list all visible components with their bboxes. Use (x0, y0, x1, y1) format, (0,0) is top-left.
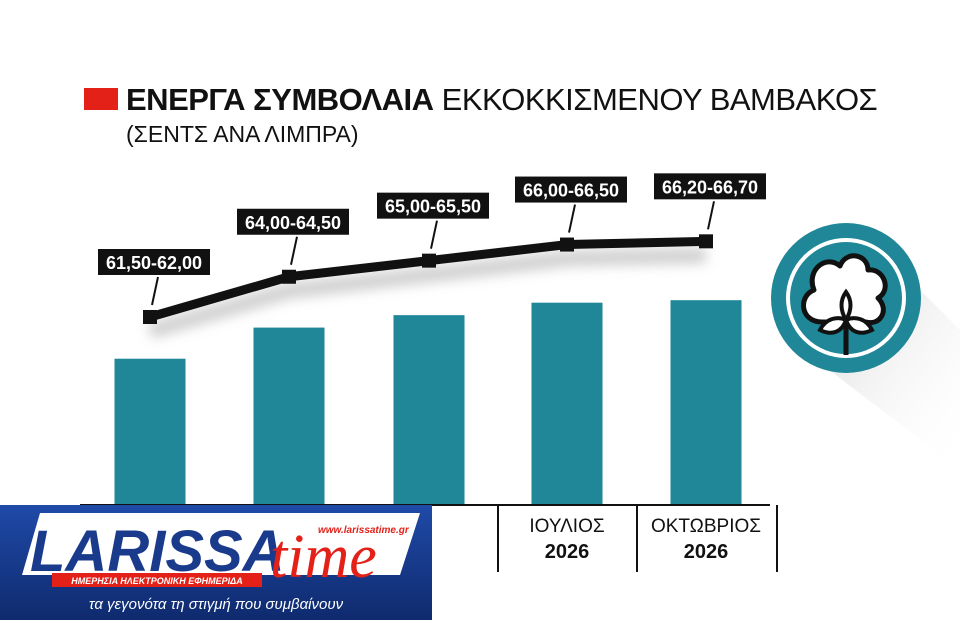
data-label: 65,00-65,50 (377, 192, 489, 249)
data-label: 64,00-64,50 (237, 208, 349, 265)
logo-name2: time (270, 523, 377, 591)
data-label-text: 61,50-62,00 (106, 253, 202, 273)
line-point (143, 310, 157, 324)
line-point (422, 253, 436, 268)
line-point (560, 237, 574, 252)
bar (393, 315, 465, 505)
logo-website: www.larissatime.gr (318, 525, 410, 536)
data-label-text: 65,00-65,50 (385, 197, 481, 217)
logo-tagline: ΗΜΕΡΗΣΙΑ ΗΛΕΚΤΡΟΝΙΚΗ ΕΦΗΜΕΡΙΔΑ (71, 576, 242, 586)
x-tick-month: ΙΟΥΛΙΟΣ (529, 516, 604, 537)
bar (253, 327, 325, 505)
x-tick-month: ΟΚΤΩΒΡΙΟΣ (651, 516, 761, 537)
bar (531, 302, 603, 505)
data-label-text: 66,20-66,70 (662, 177, 758, 197)
data-label-text: 64,00-64,50 (245, 213, 341, 233)
bar (670, 300, 742, 505)
line-point (282, 269, 296, 284)
title-marker (84, 88, 118, 110)
chart-subtitle: (ΣΕΝΤΣ ΑΝΑ ΛΙΜΠΡΑ) (126, 121, 359, 147)
bar (114, 358, 186, 505)
data-label: 61,50-62,00 (98, 249, 210, 306)
line-point (699, 234, 713, 249)
chart-title-rest: ΕΚΚΟΚΚΙΣΜΕΝΟΥ ΒΑΜΒΑΚΟΣ (441, 82, 878, 117)
x-tick-year: 2026 (545, 541, 590, 563)
data-label: 66,00-66,50 (515, 176, 627, 233)
logo-slogan: τα γεγονότα τη στιγμή που συμβαίνουν (89, 596, 344, 613)
line-shadow (147, 247, 707, 339)
chart-title: ΕΝΕΡΓΑ ΣΥΜΒΟΛΑΙΑ ΕΚΚΟΚΚΙΣΜΕΝΟΥ ΒΑΜΒΑΚΟΣ (126, 82, 878, 118)
larissatime-logo: LARISSA time www.larissatime.gr ΗΜΕΡΗΣΙΑ… (0, 505, 432, 620)
data-label-text: 66,00-66,50 (523, 181, 619, 201)
x-tick-year: 2026 (684, 541, 729, 563)
chart-title-bold: ΕΝΕΡΓΑ ΣΥΜΒΟΛΑΙΑ (126, 82, 434, 117)
cotton-boll-icon (771, 223, 960, 470)
data-label: 66,20-66,70 (654, 173, 766, 230)
